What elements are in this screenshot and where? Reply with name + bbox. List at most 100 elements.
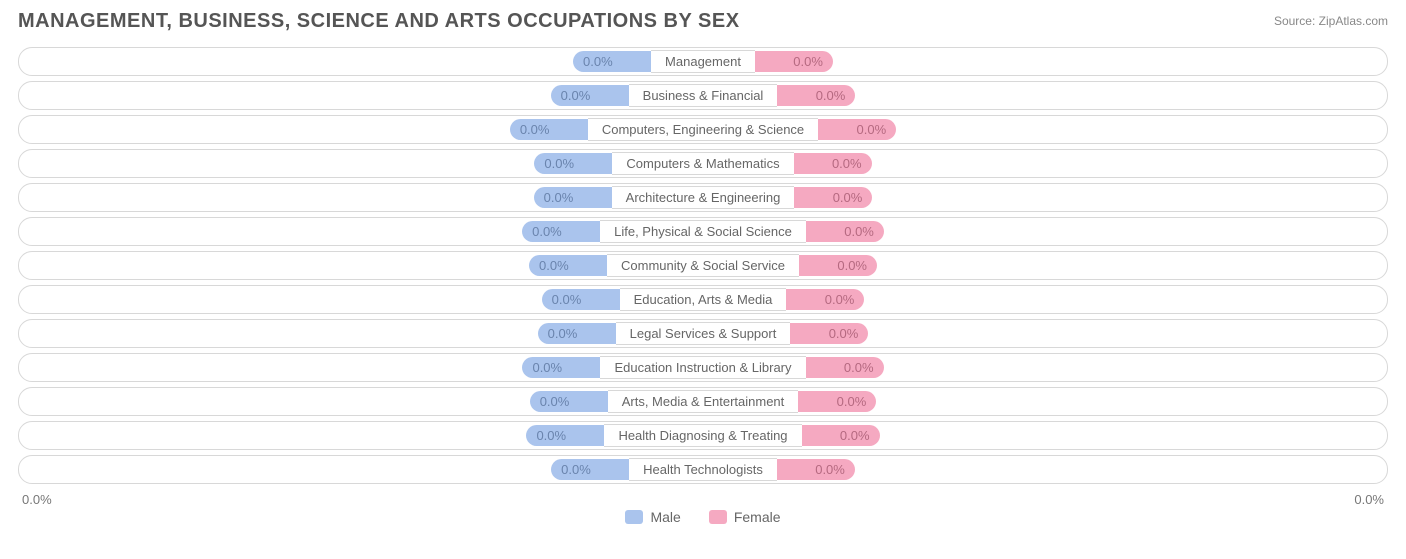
category-label: Health Diagnosing & Treating — [604, 424, 801, 447]
female-pct-label: 0.0% — [793, 54, 823, 69]
male-segment: 0.0% — [526, 425, 604, 446]
bar-center: 0.0% Life, Physical & Social Science 0.0% — [522, 218, 884, 245]
male-segment: 0.0% — [551, 85, 629, 106]
female-pct-label: 0.0% — [844, 360, 874, 375]
category-label-text: Architecture & Engineering — [626, 190, 781, 205]
bar-center: 0.0% Education Instruction & Library 0.0% — [522, 354, 883, 381]
bar-center: 0.0% Community & Social Service 0.0% — [529, 252, 877, 279]
male-pct-label: 0.0% — [532, 360, 562, 375]
male-segment: 0.0% — [522, 221, 600, 242]
female-pct-label: 0.0% — [825, 292, 855, 307]
category-label: Management — [651, 50, 755, 73]
male-pct-label: 0.0% — [548, 326, 578, 341]
female-pct-label: 0.0% — [840, 428, 870, 443]
male-pct-label: 0.0% — [540, 394, 570, 409]
bar-center: 0.0% Architecture & Engineering 0.0% — [534, 184, 873, 211]
bar-center: 0.0% Health Diagnosing & Treating 0.0% — [526, 422, 879, 449]
chart-footer: 0.0% 0.0% Male Female — [14, 486, 1392, 525]
legend-label: Female — [734, 509, 781, 525]
category-label-text: Management — [665, 54, 741, 69]
female-segment: 0.0% — [798, 391, 876, 412]
male-pct-label: 0.0% — [536, 428, 566, 443]
category-label-text: Life, Physical & Social Science — [614, 224, 792, 239]
female-segment: 0.0% — [755, 51, 833, 72]
female-pct-label: 0.0% — [857, 122, 887, 137]
male-segment: 0.0% — [534, 187, 612, 208]
bar-row: 0.0% Arts, Media & Entertainment 0.0% — [18, 387, 1388, 416]
bar-center: 0.0% Computers & Mathematics 0.0% — [534, 150, 871, 177]
female-pct-label: 0.0% — [816, 88, 846, 103]
category-label: Life, Physical & Social Science — [600, 220, 806, 243]
male-pct-label: 0.0% — [544, 190, 574, 205]
axis-left-label: 0.0% — [22, 492, 52, 507]
bar-row: 0.0%Computers, Engineering & Science0.0% — [18, 115, 1388, 144]
male-segment: 0.0% — [530, 391, 608, 412]
bar-row: 0.0% Community & Social Service 0.0% — [18, 251, 1388, 280]
category-label-text: Community & Social Service — [621, 258, 785, 273]
female-pct-label: 0.0% — [832, 156, 862, 171]
legend-swatch — [625, 510, 643, 524]
male-pct-label: 0.0% — [532, 224, 562, 239]
axis-right-label: 0.0% — [1354, 492, 1384, 507]
female-segment: 0.0% — [802, 425, 880, 446]
male-pct-label: 0.0% — [544, 156, 574, 171]
male-pct-label: 0.0% — [552, 292, 582, 307]
male-pct-label: 0.0% — [583, 54, 613, 69]
female-pct-label: 0.0% — [815, 462, 845, 477]
bars-area: 0.0% Management 0.0% 0.0% Business & Financi… — [14, 47, 1392, 484]
bar-row: 0.0% Life, Physical & Social Science 0.0% — [18, 217, 1388, 246]
male-segment: 0.0% — [542, 289, 620, 310]
category-label: Business & Financial — [629, 84, 778, 107]
male-segment: 0.0% — [551, 459, 629, 480]
female-segment: 0.0% — [806, 221, 884, 242]
category-label: Legal Services & Support — [616, 322, 791, 345]
bar-row: 0.0% Education Instruction & Library 0.0% — [18, 353, 1388, 382]
category-label: Arts, Media & Entertainment — [608, 390, 799, 413]
category-label: Computers, Engineering & Science — [588, 118, 818, 141]
male-segment: 0.0% — [538, 323, 616, 344]
bar-row: 0.0% Business & Financial 0.0% — [18, 81, 1388, 110]
category-label-text: Health Diagnosing & Treating — [618, 428, 787, 443]
female-segment: 0.0% — [777, 459, 855, 480]
legend-item: Female — [709, 509, 781, 525]
category-label: Computers & Mathematics — [612, 152, 793, 175]
category-label-text: Arts, Media & Entertainment — [622, 394, 785, 409]
bar-center: 0.0% Management 0.0% — [573, 48, 833, 75]
male-segment: 0.0% — [534, 153, 612, 174]
category-label-text: Computers & Mathematics — [626, 156, 779, 171]
male-segment: 0.0% — [529, 255, 607, 276]
female-segment: 0.0% — [786, 289, 864, 310]
legend: Male Female — [14, 509, 1392, 525]
legend-item: Male — [625, 509, 680, 525]
category-label: Education Instruction & Library — [600, 356, 805, 379]
male-segment: 0.0% — [510, 119, 588, 140]
category-label-text: Education Instruction & Library — [614, 360, 791, 375]
bar-center: 0.0%Computers, Engineering & Science0.0% — [510, 116, 896, 143]
chart-title: MANAGEMENT, BUSINESS, SCIENCE AND ARTS O… — [18, 10, 740, 33]
bar-row: 0.0%Health Technologists0.0% — [18, 455, 1388, 484]
bar-center: 0.0% Arts, Media & Entertainment 0.0% — [530, 388, 877, 415]
legend-label: Male — [650, 509, 680, 525]
female-segment: 0.0% — [799, 255, 877, 276]
category-label: Health Technologists — [629, 458, 777, 481]
chart-header: MANAGEMENT, BUSINESS, SCIENCE AND ARTS O… — [14, 10, 1392, 33]
category-label: Community & Social Service — [607, 254, 799, 277]
bar-row: 0.0% Management 0.0% — [18, 47, 1388, 76]
female-segment: 0.0% — [794, 187, 872, 208]
female-pct-label: 0.0% — [829, 326, 859, 341]
female-segment: 0.0% — [794, 153, 872, 174]
female-segment: 0.0% — [818, 119, 896, 140]
male-segment: 0.0% — [522, 357, 600, 378]
female-segment: 0.0% — [806, 357, 884, 378]
source-label: Source: ZipAtlas.com — [1274, 14, 1388, 28]
male-pct-label: 0.0% — [561, 88, 591, 103]
category-label: Education, Arts & Media — [620, 288, 787, 311]
category-label-text: Education, Arts & Media — [634, 292, 773, 307]
legend-swatch — [709, 510, 727, 524]
chart-container: MANAGEMENT, BUSINESS, SCIENCE AND ARTS O… — [0, 0, 1406, 559]
bar-row: 0.0% Legal Services & Support 0.0% — [18, 319, 1388, 348]
category-label: Architecture & Engineering — [612, 186, 795, 209]
female-pct-label: 0.0% — [833, 190, 863, 205]
bar-row: 0.0% Architecture & Engineering 0.0% — [18, 183, 1388, 212]
x-axis: 0.0% 0.0% — [14, 486, 1392, 507]
